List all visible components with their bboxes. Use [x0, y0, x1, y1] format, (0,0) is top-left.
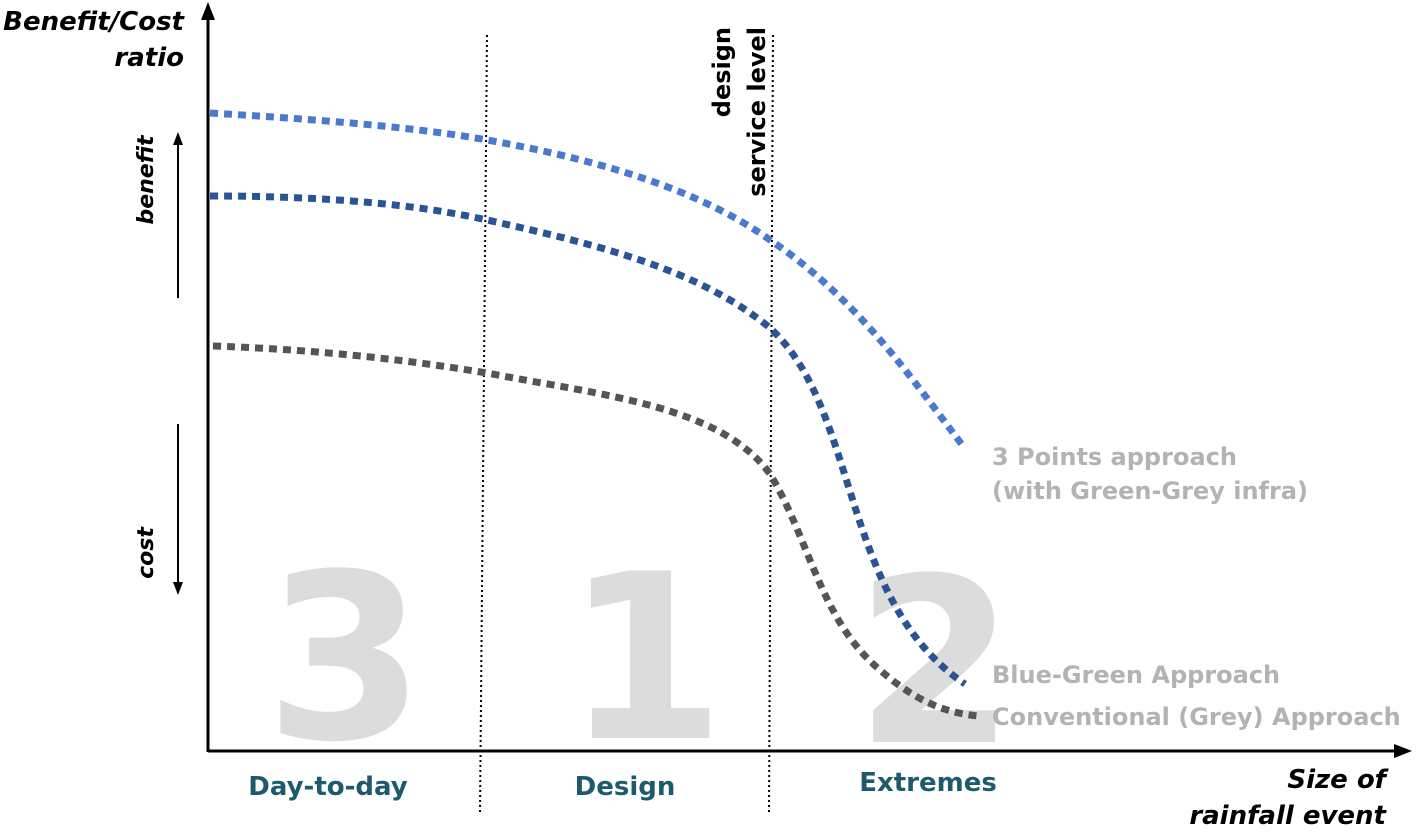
benefit-label: benefit	[134, 134, 159, 225]
zone-number-day-to-day: 3	[265, 526, 425, 793]
y-axis-title-line1: Benefit/Cost	[3, 7, 185, 37]
zone-label-design: Design	[575, 772, 676, 802]
cost-label: cost	[134, 526, 159, 579]
design-marker-label-line1: design	[708, 27, 736, 117]
series-label-conventional: Conventional (Grey) Approach	[992, 703, 1401, 731]
series-label-3-points-line1: 3 Points approach	[992, 443, 1237, 471]
series-curve-3-points	[209, 109, 966, 449]
series-curve-conventional	[212, 342, 979, 720]
x-axis-title-line1: Size of	[1287, 765, 1389, 795]
benefit-arrow-icon	[173, 132, 183, 145]
series-label-3-points-line2: (with Green-Grey infra)	[992, 477, 1308, 505]
x-axis-arrow-icon	[1394, 744, 1412, 758]
y-axis-title-line2: ratio	[114, 43, 184, 73]
zone-label-extremes: Extremes	[859, 768, 997, 798]
y-axis-arrow-icon	[201, 2, 215, 20]
zone-divider-1	[479, 34, 488, 813]
design-marker-label-line2: service level	[743, 27, 771, 197]
zone-number-design: 1	[565, 526, 725, 793]
series-curve-blue-green	[209, 192, 967, 687]
x-axis-title-line2: rainfall event	[1189, 801, 1387, 831]
series-label-blue-green: Blue-Green Approach	[992, 661, 1280, 689]
zone-label-day-to-day: Day-to-day	[248, 772, 408, 802]
cost-arrow-icon	[173, 582, 183, 595]
